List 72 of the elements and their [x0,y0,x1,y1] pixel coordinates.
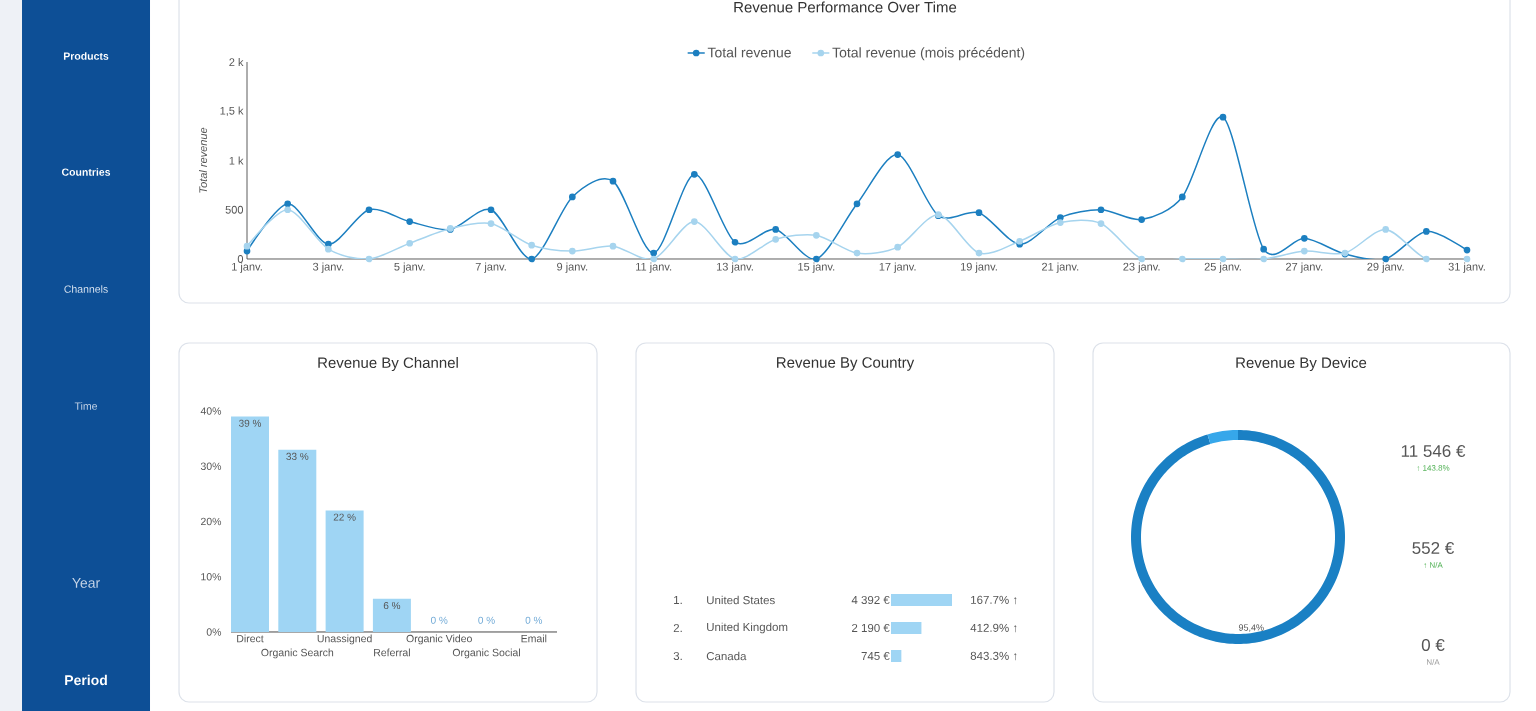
text: ↑ 143.8% [1417,465,1450,471]
y-tick-label: 2 k [229,58,244,66]
text: 3. [673,651,682,661]
data-label: 0 % [430,616,448,624]
legend-label: Total revenue [707,47,791,58]
text: Countries [61,168,111,176]
text: Channels [64,285,108,293]
y-axis-title: Total revenue [198,127,208,193]
data-label: 39 % [238,419,262,427]
text: 11 546 € [1401,444,1466,458]
y-tick-label: 1 k [229,156,244,165]
x-tick-label: 15 janv. [798,262,835,273]
y-tick-label: 40% [200,407,222,415]
x-tick-label: 7 janv. [475,262,506,273]
chart-title: Revenue By Country [777,357,915,371]
data-label: 4 392 € [851,595,890,605]
x-tick-label: 5 janv. [394,262,425,273]
data-label: 95,4% [1238,624,1264,632]
data-label: 2 190 € [852,623,890,633]
text: Period [65,674,107,686]
y-tick-label: United States [707,595,775,605]
text: 2. [673,623,682,632]
x-tick-label: 13 janv. [716,262,753,273]
x-tick-label: 27 janv. [1286,262,1323,273]
x-tick-label: Direct [237,634,264,643]
text: 167.7% ↑ [971,595,1017,605]
x-tick-label: Organic Social [452,648,520,659]
text: N/A [1426,659,1440,665]
x-tick-label: 9 janv. [557,262,588,273]
text: 412.9% ↑ [970,623,1017,633]
text: Year [72,578,100,588]
x-tick-label: 11 janv. [636,262,672,273]
x-tick-label: Referral [374,648,410,657]
x-tick-label: 23 janv. [1123,262,1160,273]
text: ↑ N/A [1424,561,1443,568]
text: 1. [674,596,682,604]
legend-label: Total revenue (mois précédent) [832,47,1025,61]
y-tick-label: Canada [706,651,747,661]
y-tick-label: United Kingdom [707,622,788,634]
chart-title: Revenue Performance Over Time [734,1,957,13]
x-tick-label: Organic Video [406,634,472,645]
text: 552 € [1412,541,1455,555]
chart-title: Revenue By Channel [318,357,458,371]
x-tick-label: Organic Search [261,648,334,659]
x-tick-label: 1 janv. [232,262,262,273]
x-tick-label: 19 janv. [960,262,997,273]
data-label: 6 % [383,602,401,610]
text: 0 € [1421,638,1445,651]
x-tick-label: Unassigned [317,634,372,645]
text: Products [63,52,109,60]
data-label: 33 % [286,452,309,460]
y-tick-label: 30% [200,462,222,470]
x-tick-label: 3 janv. [312,262,344,273]
text: Time [74,402,98,410]
text: 843.3% ↑ [970,651,1017,661]
y-tick-label: 0 [237,255,244,263]
data-label: 745 € [861,651,890,661]
data-label: 22 % [333,513,356,521]
y-tick-label: 500 [225,205,244,214]
y-tick-label: 20% [201,517,222,526]
y-tick-label: 1,5 k [220,106,244,116]
x-tick-label: 29 janv. [1367,262,1404,273]
y-tick-label: 10% [201,573,222,581]
x-tick-label: 21 janv. [1042,262,1079,273]
x-tick-label: 31 janv. [1448,262,1485,273]
x-tick-label: Email [521,634,547,643]
data-label: 0 % [525,616,543,624]
x-tick-label: 25 janv. [1204,262,1241,273]
data-label: 0 % [478,616,495,624]
chart-title: Revenue By Device [1236,357,1367,371]
y-tick-label: 0% [206,628,222,636]
x-tick-label: 17 janv. [879,262,916,273]
